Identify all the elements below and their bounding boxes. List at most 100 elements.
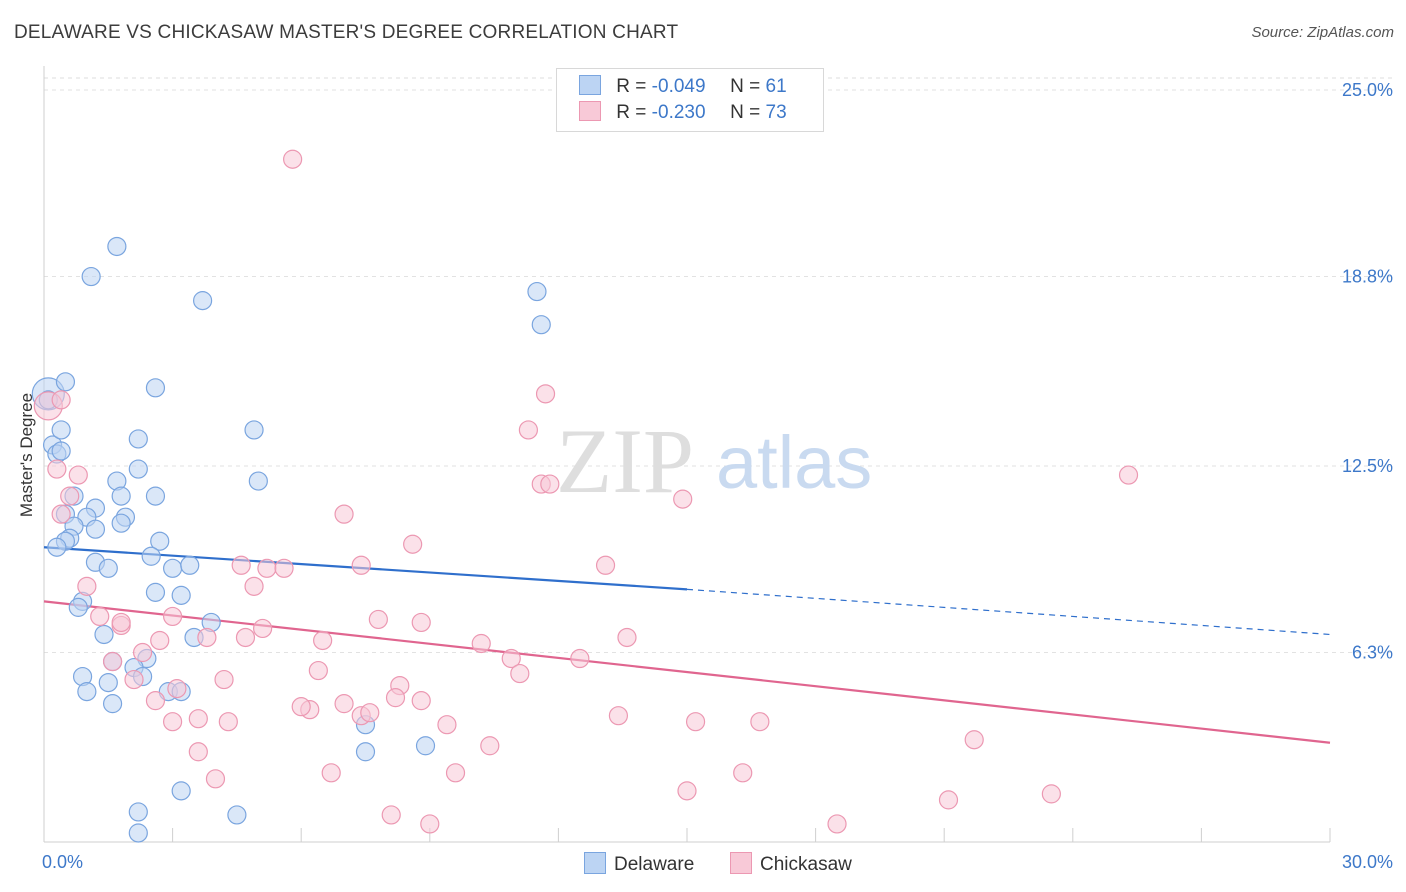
chickasaw-point — [90, 606, 110, 627]
correlation-legend: R = -0.049 N = 61 R = -0.230 N = 73 — [556, 68, 824, 132]
delaware-point — [145, 486, 166, 506]
delaware-point — [145, 378, 166, 398]
chart-title: DELAWARE VS CHICKASAW MASTER'S DEGREE CO… — [14, 22, 679, 43]
delaware-point — [531, 315, 551, 335]
chickasaw-point — [1118, 465, 1139, 485]
delaware-point — [81, 266, 101, 287]
chickasaw-point — [124, 669, 144, 690]
chickasaw-point — [274, 558, 294, 578]
y-tick-label: 18.8% — [1342, 267, 1393, 287]
watermark-zip: ZIP — [556, 410, 694, 512]
delaware-point — [55, 372, 76, 392]
chickasaw-point — [617, 627, 637, 648]
chickasaw-point — [51, 504, 71, 524]
trend-lines — [43, 546, 1331, 744]
delaware-point — [128, 429, 148, 449]
chickasaw-points — [33, 149, 1139, 834]
legend-r-value: -0.230 — [651, 102, 706, 123]
delaware-point — [111, 486, 131, 506]
delaware-point — [85, 519, 106, 539]
chickasaw-point — [411, 691, 431, 711]
chickasaw-point — [964, 730, 984, 750]
x-tick-label: 0.0% — [42, 852, 83, 872]
chickasaw-point — [163, 606, 183, 627]
y-tick-label: 12.5% — [1342, 456, 1393, 476]
chickasaw-point — [257, 558, 277, 578]
delaware-point — [145, 582, 166, 602]
delaware-point — [163, 558, 183, 578]
chickasaw-point — [750, 712, 770, 732]
chickasaw-point — [235, 627, 256, 648]
x-tick-label: 30.0% — [1342, 852, 1393, 872]
delaware-point — [244, 420, 264, 440]
chickasaw-point — [321, 763, 341, 783]
chickasaw-point — [244, 576, 264, 596]
chickasaw-point — [231, 555, 251, 575]
legend-row-chickasaw: R = -0.230 N = 73 — [579, 101, 787, 127]
y-tick-label: 25.0% — [1342, 80, 1393, 100]
watermark-atlas: atlas — [716, 421, 872, 504]
delaware-point — [51, 420, 71, 440]
chickasaw-point — [351, 555, 371, 575]
chickasaw-point — [420, 814, 440, 834]
chickasaw-point — [150, 630, 170, 651]
delaware-point — [128, 823, 148, 843]
chickasaw-point — [145, 691, 166, 711]
bottom-legend-chickasaw: Chickasaw — [730, 852, 852, 876]
delaware-point — [150, 531, 170, 551]
chickasaw-point — [608, 706, 629, 726]
delaware-point — [415, 736, 436, 756]
chickasaw-point — [595, 555, 616, 575]
delaware-points — [31, 236, 551, 843]
chickasaw-point — [167, 679, 187, 699]
chickasaw-point — [501, 648, 521, 669]
chickasaw-point — [385, 688, 406, 708]
delaware-point — [102, 694, 123, 714]
delaware-trend-extension — [686, 588, 1331, 636]
chickasaw-point — [381, 805, 401, 825]
chickasaw-point — [291, 697, 311, 717]
source-label: Source: ZipAtlas.com — [1251, 24, 1394, 41]
delaware-point — [180, 555, 200, 575]
chickasaw-point — [51, 390, 71, 410]
chickasaw-point — [445, 763, 466, 783]
legend-r-label: R = — [616, 102, 647, 123]
legend-n-label: N = — [730, 76, 761, 97]
delaware-point — [355, 742, 376, 762]
y-axis-title: Master's Degree — [17, 393, 36, 517]
chickasaw-point — [518, 420, 538, 440]
chickasaw-point — [938, 790, 959, 810]
chickasaw-point — [308, 660, 328, 681]
chickasaw-point — [197, 627, 217, 648]
chickasaw-point — [411, 612, 431, 633]
chickasaw-point — [437, 715, 457, 735]
legend-row-delaware: R = -0.049 N = 61 — [579, 75, 787, 101]
delaware-point — [171, 781, 191, 801]
delaware-point — [107, 236, 127, 257]
chickasaw-point — [68, 465, 88, 485]
delaware-point — [51, 441, 71, 461]
delaware-point — [68, 597, 88, 617]
chickasaw-point — [188, 742, 208, 762]
chickasaw-point — [218, 712, 238, 732]
y-tick-label: 6.3% — [1352, 643, 1393, 663]
chickasaw-point — [510, 663, 530, 684]
delaware-point — [227, 805, 247, 825]
chickasaw-point — [132, 642, 153, 663]
bottom-legend-label: Chickasaw — [760, 854, 852, 875]
bottom-legend-delaware: Delaware — [584, 852, 694, 876]
chickasaw-point — [77, 576, 97, 596]
legend-r-label: R = — [616, 76, 647, 97]
chickasaw-point — [188, 709, 208, 729]
delaware-point — [248, 471, 268, 491]
chickasaw-point — [677, 781, 697, 801]
delaware-point — [527, 281, 547, 302]
chickasaw-point — [360, 703, 380, 723]
chickasaw-point — [540, 474, 560, 494]
legend-n-label: N = — [730, 102, 761, 123]
chickasaw-point — [471, 633, 491, 654]
chickasaw-point — [827, 814, 847, 834]
chickasaw-point — [570, 648, 590, 669]
legend-n-value: 61 — [765, 76, 787, 97]
